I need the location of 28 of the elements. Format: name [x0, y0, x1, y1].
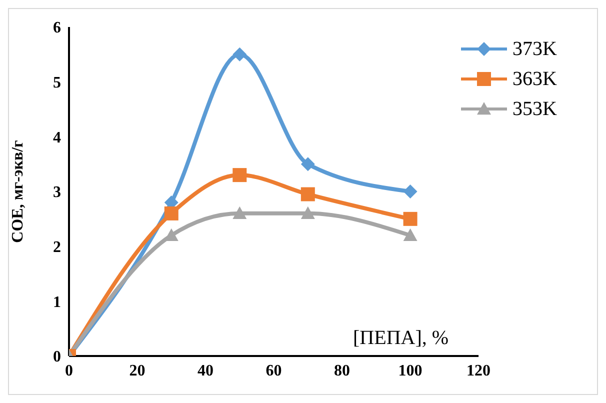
x-axis-title: [ПЕПА], %: [353, 327, 449, 349]
point: [232, 168, 247, 182]
x-tick-label: 120: [466, 362, 491, 380]
x-tick-label: 40: [198, 362, 214, 380]
point: [164, 206, 178, 220]
x-tick-label: 80: [334, 362, 350, 380]
legend-label: 373K: [512, 38, 557, 60]
y-axis-title: СОЕ, мг-экв/г: [10, 140, 27, 243]
y-tick-label: 3: [53, 184, 61, 202]
x-tick-label: 60: [266, 362, 282, 380]
point: [300, 206, 315, 220]
x-tick-label: 20: [129, 362, 146, 380]
point: [403, 228, 418, 241]
y-tick-label: 1: [53, 294, 61, 311]
y-tick-label: 6: [53, 20, 61, 37]
point: [300, 187, 315, 202]
y-tick-label: 0: [53, 348, 61, 366]
point: [232, 206, 247, 220]
x-tick-label: 100: [398, 362, 422, 380]
point: [300, 157, 315, 172]
y-tick-label: 4: [53, 129, 61, 146]
point: [403, 184, 418, 198]
y-tick-label: 2: [53, 239, 61, 256]
point: [403, 212, 418, 226]
legend-label: 363K: [512, 68, 557, 90]
legend-label: 353K: [512, 98, 557, 120]
y-tick-label: 5: [53, 74, 61, 92]
x-tick-label: 0: [65, 362, 73, 380]
